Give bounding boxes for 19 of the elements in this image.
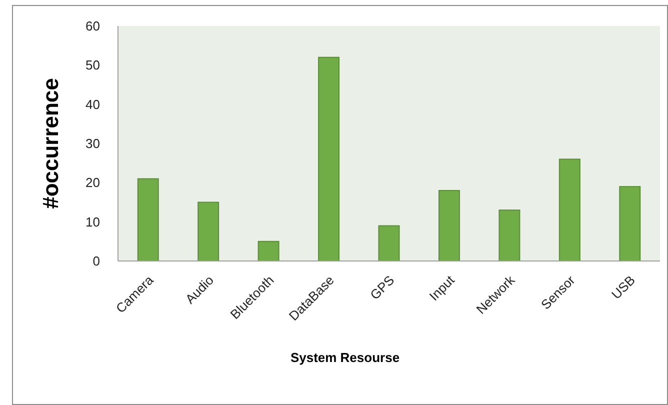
y-axis-title: #occurrence xyxy=(38,78,63,209)
bar xyxy=(258,240,280,262)
y-tick-label: 30 xyxy=(86,136,100,152)
x-tick-label: USB xyxy=(608,272,638,302)
x-axis-title: System Resourse xyxy=(290,350,400,365)
y-tick-label: 50 xyxy=(86,58,100,73)
y-tick-label: 60 xyxy=(86,18,100,34)
bar xyxy=(438,190,460,262)
y-tick-label: 10 xyxy=(86,214,100,230)
bar xyxy=(378,225,400,262)
bar xyxy=(498,210,520,262)
y-tick-label: 40 xyxy=(86,96,100,112)
bar xyxy=(558,158,580,262)
bar xyxy=(137,178,159,262)
y-tick-label: 0 xyxy=(92,254,100,269)
y-tick-label: 20 xyxy=(86,175,100,190)
bar xyxy=(619,186,641,262)
bar xyxy=(318,56,340,262)
bar xyxy=(198,202,220,262)
